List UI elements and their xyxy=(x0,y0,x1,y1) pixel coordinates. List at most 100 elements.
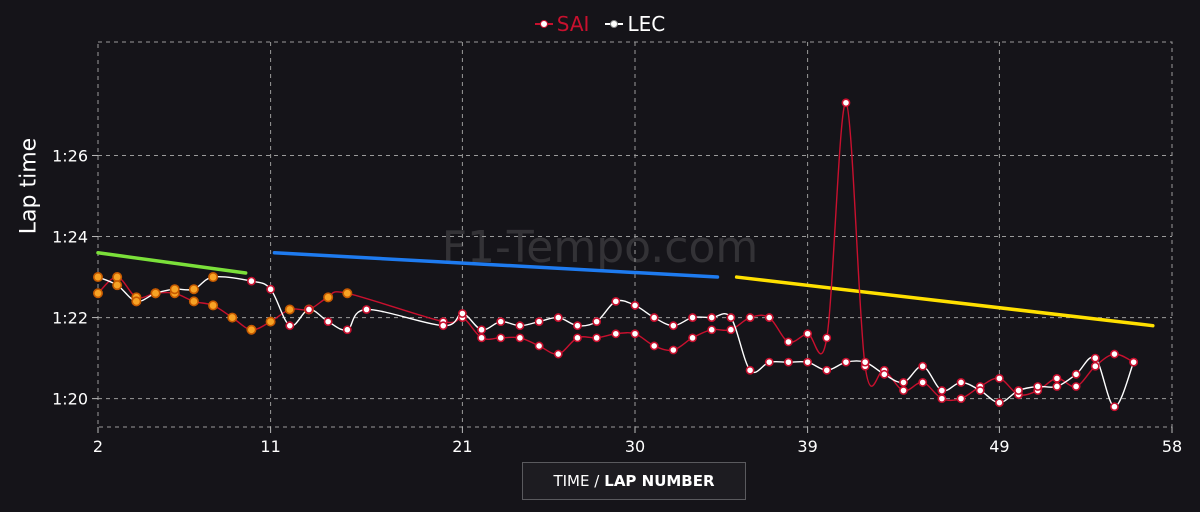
data-point-lec xyxy=(496,317,506,327)
legend-marker-icon xyxy=(605,18,624,30)
data-point-sai xyxy=(707,325,717,335)
x-tick-label: 11 xyxy=(260,437,280,456)
data-point-sai xyxy=(515,333,525,343)
x-tick-label: 49 xyxy=(989,437,1009,456)
data-point-lec xyxy=(822,365,832,375)
y-tick-label: 1:20 xyxy=(52,390,88,409)
data-point-lec xyxy=(131,296,142,307)
data-point-lec xyxy=(975,386,985,395)
data-point-lec xyxy=(266,284,276,294)
data-point-sai xyxy=(956,394,966,404)
data-point-sai xyxy=(208,300,219,311)
legend-label-sai: SAI xyxy=(556,12,590,36)
data-point-sai xyxy=(726,325,736,335)
y-tick-label: 1:26 xyxy=(52,146,88,165)
data-point-lec xyxy=(553,313,563,322)
data-point-lec xyxy=(285,321,295,331)
data-point-sai xyxy=(937,394,947,404)
data-point-lec xyxy=(515,321,525,331)
data-point-lec xyxy=(994,398,1004,408)
data-point-lec xyxy=(1033,382,1043,391)
legend-item-lec[interactable]: LEC xyxy=(605,9,665,39)
data-point-lec xyxy=(1129,357,1139,367)
data-point-sai xyxy=(745,313,755,322)
data-point-lec xyxy=(956,378,966,387)
data-point-sai xyxy=(630,329,640,339)
data-point-sai xyxy=(477,333,486,343)
data-point-lec xyxy=(668,321,678,331)
data-point-lec xyxy=(477,325,486,335)
data-point-sai xyxy=(822,333,832,343)
data-point-sai xyxy=(265,316,276,327)
data-point-sai xyxy=(784,337,793,347)
y-tick-label: 1:22 xyxy=(52,309,88,328)
legend-marker-icon xyxy=(534,18,553,30)
legend: SAI LEC xyxy=(0,9,1200,39)
data-point-lec xyxy=(630,301,640,310)
data-point-lec xyxy=(150,288,161,299)
data-point-lec xyxy=(342,325,352,335)
data-point-sai xyxy=(284,304,295,315)
data-point-sai xyxy=(918,378,928,387)
data-point-lec xyxy=(93,272,104,283)
data-point-sai xyxy=(1052,373,1062,383)
x-tick-label: 58 xyxy=(1162,437,1182,456)
data-point-lec xyxy=(362,305,371,314)
y-axis-label: Lap time xyxy=(16,137,42,235)
data-point-lec xyxy=(745,365,755,375)
data-point-sai xyxy=(227,312,238,323)
data-point-sai xyxy=(93,288,104,299)
data-point-lec xyxy=(784,357,793,367)
x-tick-label: 21 xyxy=(452,437,472,456)
data-point-sai xyxy=(841,98,851,108)
data-point-lec xyxy=(188,284,199,295)
data-point-lec xyxy=(592,317,602,327)
data-point-lec xyxy=(438,321,448,331)
data-point-lec xyxy=(457,309,467,318)
data-point-lec xyxy=(112,280,123,291)
y-tick-label: 1:24 xyxy=(52,228,88,247)
trend-line xyxy=(96,250,248,275)
data-point-lec xyxy=(534,317,544,327)
data-point-lec xyxy=(1052,382,1062,391)
data-point-sai xyxy=(1071,382,1081,391)
data-point-lec xyxy=(1090,353,1100,363)
data-point-sai xyxy=(803,329,813,339)
data-point-lec xyxy=(841,357,851,367)
data-point-lec xyxy=(1071,369,1081,379)
legend-item-sai[interactable]: SAI xyxy=(534,9,590,39)
data-point-lec xyxy=(323,317,333,327)
data-point-sai xyxy=(1110,349,1119,359)
data-point-lec xyxy=(879,369,889,379)
data-point-lec xyxy=(707,313,717,322)
data-point-lec xyxy=(1014,386,1023,395)
data-point-sai xyxy=(592,333,602,343)
data-point-sai xyxy=(668,345,678,355)
data-point-lec xyxy=(611,296,621,306)
trend-line xyxy=(272,250,720,279)
x-tick-label: 39 xyxy=(797,437,817,456)
toggle-lap-number-label: LAP NUMBER xyxy=(604,472,715,490)
data-point-sai xyxy=(342,288,353,299)
data-point-lec xyxy=(1110,402,1119,412)
x-tick-label: 30 xyxy=(625,437,645,456)
data-point-lec xyxy=(573,321,582,331)
x-tick-label: 2 xyxy=(93,437,103,456)
data-point-lec xyxy=(860,357,870,367)
data-point-sai xyxy=(188,296,199,307)
data-point-sai xyxy=(553,349,563,359)
data-point-lec xyxy=(247,276,256,286)
legend-label-lec: LEC xyxy=(627,12,666,36)
data-point-lec xyxy=(918,361,928,371)
data-point-lec xyxy=(208,272,219,283)
x-axis-mode-toggle[interactable]: TIME / LAP NUMBER xyxy=(522,462,746,500)
trend-line xyxy=(734,275,1155,328)
data-point-lec xyxy=(688,313,697,322)
data-point-sai xyxy=(496,333,506,343)
data-point-sai xyxy=(994,373,1004,383)
data-point-lec xyxy=(764,357,774,367)
data-point-sai xyxy=(246,324,257,335)
data-point-lec xyxy=(726,313,736,322)
data-point-lec xyxy=(803,357,813,367)
